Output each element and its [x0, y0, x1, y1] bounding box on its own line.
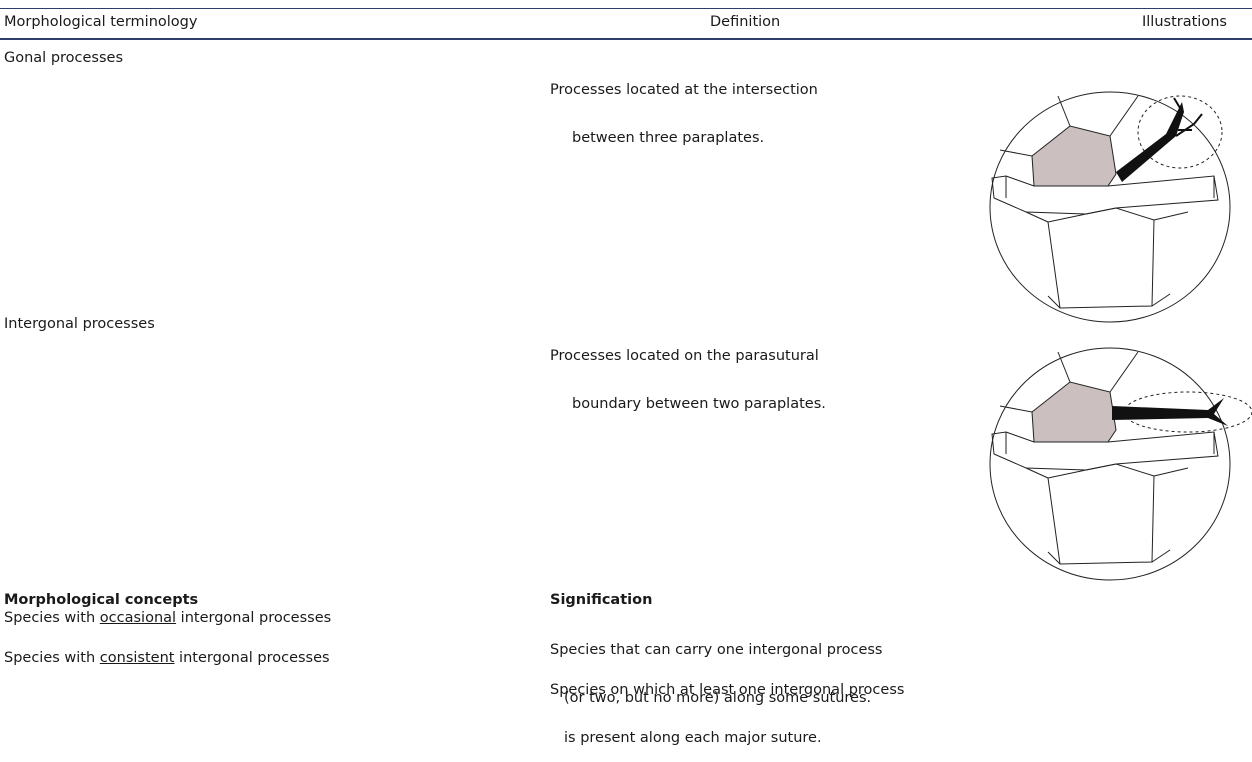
header-cell: Morphological terminology — [4, 14, 198, 30]
concept-term: Species with consistent intergonal proce… — [4, 650, 330, 666]
definition-line: between three paraplates. — [572, 130, 765, 146]
gonal-illustration — [989, 91, 1231, 323]
definition: Processes located at the intersection be… — [550, 50, 818, 162]
signification: Species on which at least one intergonal… — [550, 650, 904, 762]
term-part: Species with — [4, 610, 100, 626]
top-rule — [0, 8, 1252, 9]
signification-line: Species on which at least one intergonal… — [550, 682, 905, 698]
definition-line: Processes located at the intersection — [550, 82, 818, 98]
definition-line: boundary between two paraplates. — [572, 396, 826, 412]
concepts-header: Morphological concepts — [4, 592, 198, 608]
intergonal-illustration — [989, 347, 1252, 581]
term-part: intergonal processes — [174, 650, 330, 666]
term: Intergonal processes — [4, 316, 155, 332]
concepts-header-cell: Signification — [550, 592, 653, 608]
definition-line: Processes located on the parasutural — [550, 348, 819, 364]
header-cell: Illustrations — [1142, 14, 1227, 30]
term: Gonal processes — [4, 50, 124, 66]
page: Morphological terminology Definition Ill… — [0, 8, 1252, 746]
concepts-header-cell: Morphological concepts — [4, 592, 199, 608]
concepts-header: Signification — [550, 592, 652, 608]
term-emphasis: consistent — [99, 650, 175, 666]
term-part: intergonal processes — [176, 610, 332, 626]
signification-line: is present along each major suture. — [564, 730, 822, 746]
term-part: Species with — [4, 650, 100, 666]
header-rule — [0, 38, 1252, 40]
concept-term: Species with occasional intergonal proce… — [4, 610, 331, 626]
definition: Processes located on the parasutural bou… — [550, 316, 826, 428]
signification-line: Species that can carry one intergonal pr… — [550, 642, 883, 658]
term-emphasis: occasional — [99, 610, 177, 626]
header-cell: Definition — [710, 14, 781, 30]
